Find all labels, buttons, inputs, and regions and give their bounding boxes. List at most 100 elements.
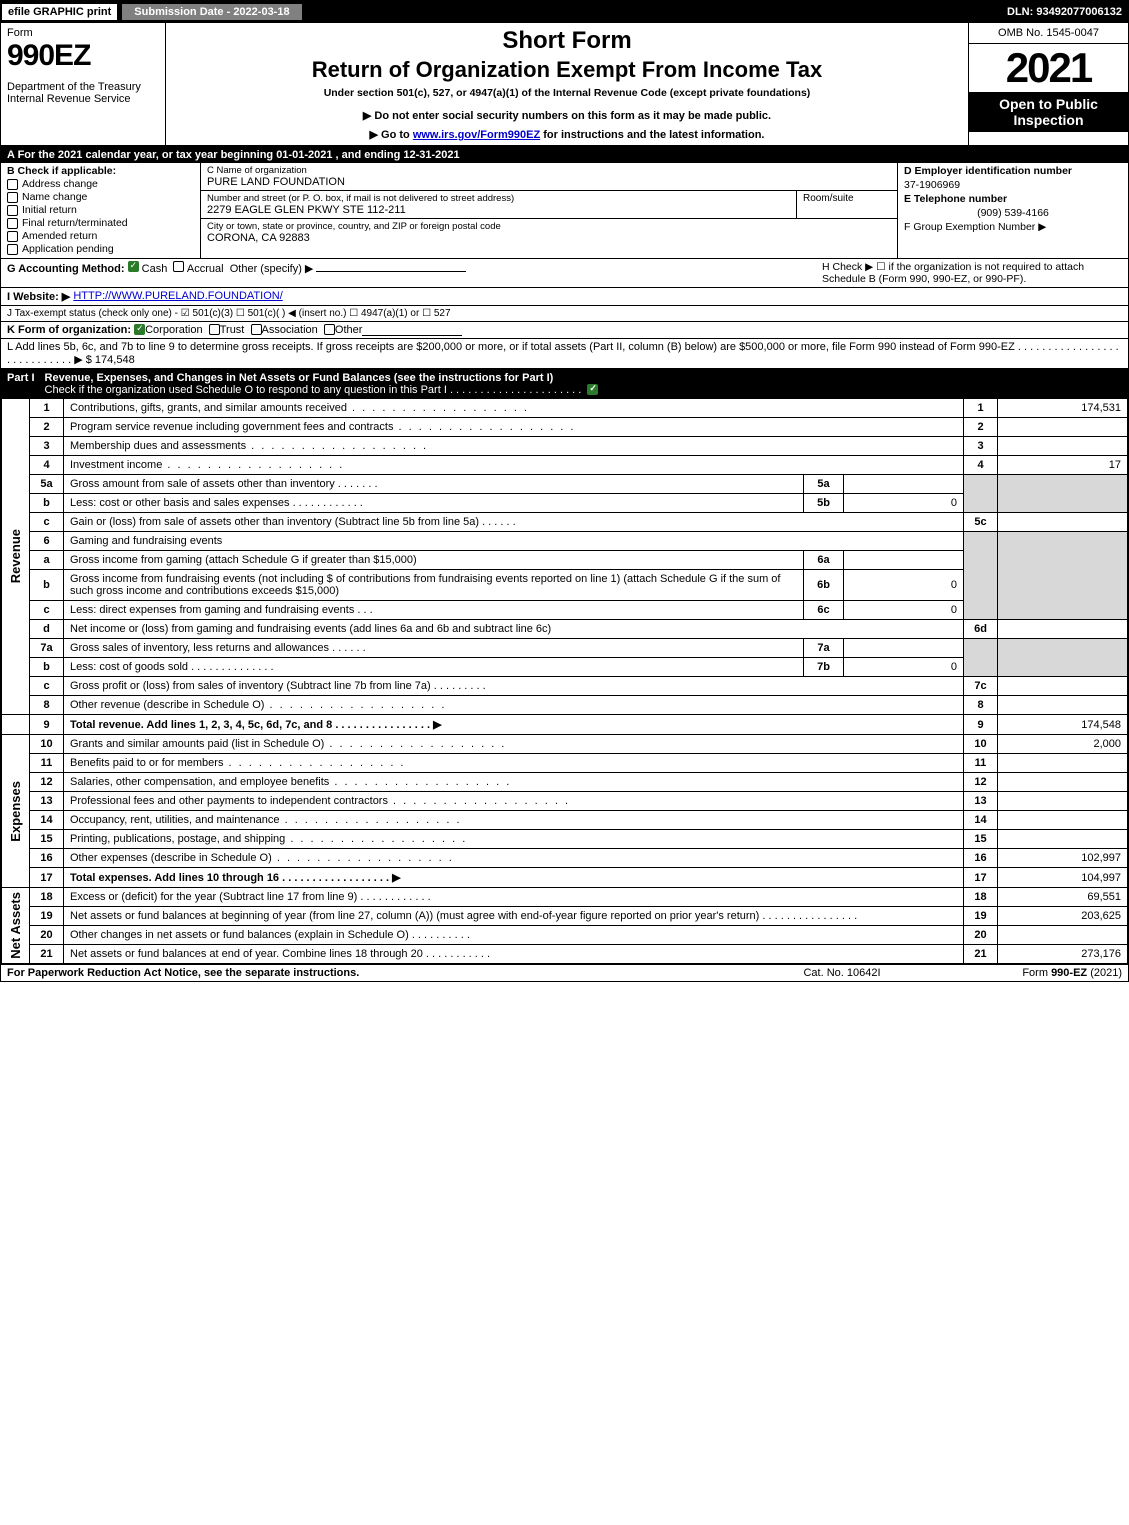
header-center: Short Form Return of Organization Exempt… [166, 23, 968, 145]
row-j-tax-exempt: J Tax-exempt status (check only one) - ☑… [1, 306, 1128, 322]
line-16: 16Other expenses (describe in Schedule O… [2, 849, 1128, 868]
chk-name-change[interactable]: Name change [7, 191, 194, 203]
checkbox-icon [7, 192, 18, 203]
header-right: OMB No. 1545-0047 2021 Open to Public In… [968, 23, 1128, 145]
expenses-section-label: Expenses [8, 781, 23, 842]
cat-no: Cat. No. 10642I [742, 967, 942, 979]
g-accounting: G Accounting Method: Cash Accrual Other … [7, 261, 822, 285]
omb-number: OMB No. 1545-0047 [969, 23, 1128, 44]
chk-accrual[interactable] [173, 261, 184, 272]
chk-other-org[interactable] [324, 324, 335, 335]
chk-initial-return[interactable]: Initial return [7, 204, 194, 216]
checkbox-icon [7, 179, 18, 190]
line-6c: cLess: direct expenses from gaming and f… [2, 601, 1128, 620]
chk-amended-return[interactable]: Amended return [7, 230, 194, 242]
revenue-section-label: Revenue [8, 529, 23, 583]
line-6b: bGross income from fundraising events (n… [2, 570, 1128, 601]
dln-label: DLN: 93492077006132 [1007, 6, 1128, 18]
line-6a: aGross income from gaming (attach Schedu… [2, 551, 1128, 570]
chk-cash[interactable] [128, 261, 139, 272]
chk-corporation[interactable] [134, 324, 145, 335]
paperwork-notice: For Paperwork Reduction Act Notice, see … [7, 967, 742, 979]
c-name-label: C Name of organization [207, 165, 891, 176]
irs-link[interactable]: www.irs.gov/Form990EZ [413, 129, 540, 141]
chk-address-change[interactable]: Address change [7, 178, 194, 190]
line-6: 6Gaming and fundraising events [2, 532, 1128, 551]
row-g-h: G Accounting Method: Cash Accrual Other … [1, 259, 1128, 288]
part-i-sub: Check if the organization used Schedule … [45, 384, 447, 396]
org-street: 2279 EAGLE GLEN PKWY STE 112-211 [207, 204, 790, 216]
room-label: Room/suite [803, 193, 891, 204]
block-b: B Check if applicable: Address change Na… [1, 163, 201, 258]
netassets-section-label: Net Assets [8, 892, 23, 959]
form-label: Form [7, 27, 159, 39]
line-18: Net Assets 18Excess or (deficit) for the… [2, 888, 1128, 907]
checkbox-icon [7, 205, 18, 216]
row-a-calendar-year: A For the 2021 calendar year, or tax yea… [1, 147, 1128, 163]
line-11: 11Benefits paid to or for members11 [2, 754, 1128, 773]
chk-application-pending[interactable]: Application pending [7, 243, 194, 255]
org-city: CORONA, CA 92883 [207, 232, 891, 244]
checkbox-icon [7, 231, 18, 242]
other-specify-input[interactable] [316, 271, 466, 272]
line-19: 19Net assets or fund balances at beginni… [2, 907, 1128, 926]
line-17: 17Total expenses. Add lines 10 through 1… [2, 868, 1128, 888]
line-20: 20Other changes in net assets or fund ba… [2, 926, 1128, 945]
row-i-website: I Website: ▶ HTTP://WWW.PURELAND.FOUNDAT… [1, 288, 1128, 306]
part-i-heading: Revenue, Expenses, and Changes in Net As… [45, 372, 599, 396]
line-21: 21Net assets or fund balances at end of … [2, 945, 1128, 964]
line-2: 2Program service revenue including gover… [2, 418, 1128, 437]
h-check: H Check ▶ ☐ if the organization is not r… [822, 261, 1122, 285]
part-i-header: Part I Revenue, Expenses, and Changes in… [1, 370, 1128, 398]
chk-trust[interactable] [209, 324, 220, 335]
org-name-row: C Name of organization PURE LAND FOUNDAT… [201, 163, 897, 191]
blocks-b-through-f: B Check if applicable: Address change Na… [1, 163, 1128, 259]
form-header: Form 990EZ Department of the Treasury In… [1, 23, 1128, 147]
group-exemption-label: F Group Exemption Number ▶ [904, 221, 1122, 233]
return-title: Return of Organization Exempt From Incom… [174, 57, 960, 83]
tel-label: E Telephone number [904, 193, 1122, 205]
chk-association[interactable] [251, 324, 262, 335]
short-form-title: Short Form [174, 27, 960, 55]
i-label: I Website: ▶ [7, 290, 70, 303]
org-city-row: City or town, state or province, country… [201, 219, 897, 246]
row-k-form-org: K Form of organization: Corporation Trus… [1, 322, 1128, 339]
website-link[interactable]: HTTP://WWW.PURELAND.FOUNDATION/ [73, 290, 282, 303]
row-l-gross-receipts: L Add lines 5b, 6c, and 7b to line 9 to … [1, 339, 1128, 370]
topbar: efile GRAPHIC print Submission Date - 20… [1, 1, 1128, 23]
line-13: 13Professional fees and other payments t… [2, 792, 1128, 811]
part-i-table: Revenue 1 Contributions, gifts, grants, … [1, 398, 1128, 964]
ein-value: 37-1906969 [904, 179, 1122, 191]
other-org-input[interactable] [362, 324, 462, 336]
checkbox-icon [7, 218, 18, 229]
line-5a: 5aGross amount from sale of assets other… [2, 475, 1128, 494]
form-ref: Form 990-EZ (2021) [942, 967, 1122, 979]
checkbox-icon [7, 244, 18, 255]
efile-print-label[interactable]: efile GRAPHIC print [1, 3, 118, 21]
line-8: 8Other revenue (describe in Schedule O)8 [2, 696, 1128, 715]
line-6d: dNet income or (loss) from gaming and fu… [2, 620, 1128, 639]
tel-value: (909) 539-4166 [904, 207, 1122, 219]
chk-schedule-o[interactable] [587, 384, 598, 395]
org-street-row: Number and street (or P. O. box, if mail… [201, 191, 897, 219]
under-section-text: Under section 501(c), 527, or 4947(a)(1)… [174, 87, 960, 99]
department-label: Department of the Treasury Internal Reve… [7, 81, 159, 105]
line-5c: cGain or (loss) from sale of assets othe… [2, 513, 1128, 532]
line-5b: bLess: cost or other basis and sales exp… [2, 494, 1128, 513]
line-7b: bLess: cost of goods sold . . . . . . . … [2, 658, 1128, 677]
chk-final-return[interactable]: Final return/terminated [7, 217, 194, 229]
goto-pre: ▶ Go to [370, 129, 413, 141]
open-to-public: Open to Public Inspection [969, 92, 1128, 132]
line-3: 3Membership dues and assessments3 [2, 437, 1128, 456]
k-label: K Form of organization: [7, 324, 131, 336]
tax-year: 2021 [969, 44, 1128, 92]
line-10: Expenses 10Grants and similar amounts pa… [2, 735, 1128, 754]
line-1: Revenue 1 Contributions, gifts, grants, … [2, 399, 1128, 418]
part-i-label: Part I [7, 372, 35, 396]
street-label: Number and street (or P. O. box, if mail… [207, 193, 790, 204]
line-12: 12Salaries, other compensation, and empl… [2, 773, 1128, 792]
goto-text: ▶ Go to www.irs.gov/Form990EZ for instru… [174, 128, 960, 141]
header-left: Form 990EZ Department of the Treasury In… [1, 23, 166, 145]
form-number: 990EZ [7, 39, 159, 73]
line-4: 4Investment income417 [2, 456, 1128, 475]
